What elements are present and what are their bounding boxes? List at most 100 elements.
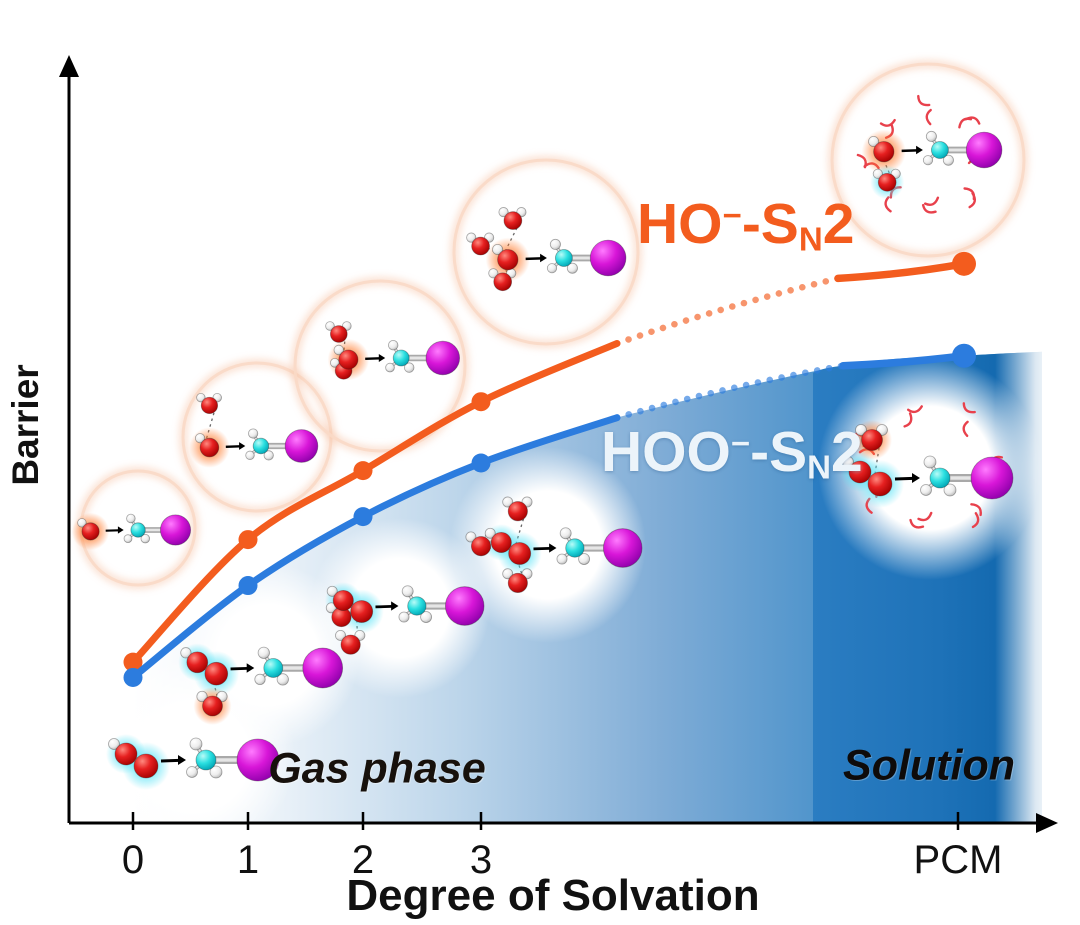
attack-arrow xyxy=(375,604,393,609)
hydroxide-oxygen-atom xyxy=(873,141,895,163)
hydrogen-atom xyxy=(276,673,289,686)
solvent-dash-icon xyxy=(917,94,931,107)
attack-arrow xyxy=(525,257,541,261)
axes xyxy=(59,55,1058,833)
water-oxygen-atom xyxy=(507,501,528,522)
attack-arrowhead xyxy=(117,526,124,534)
hydrogen-atom xyxy=(925,130,937,142)
hydrogen-atom xyxy=(498,207,509,218)
attack-arrowhead xyxy=(391,601,399,611)
peroxide-oxygen-atom xyxy=(490,531,512,553)
attack-arrow xyxy=(160,758,180,763)
hydrogen-atom xyxy=(189,737,203,751)
iodine-atom xyxy=(302,647,344,689)
molecule-cluster-HO-SN2-n3 xyxy=(466,207,627,292)
peroxide-oxygen-atom xyxy=(332,589,354,611)
peroxide-oxygen-atom xyxy=(133,753,159,779)
hydrogen-atom xyxy=(325,321,335,331)
x-tick-label-1: 1 xyxy=(236,838,260,882)
hoo-curve-point xyxy=(353,507,373,527)
hydroxide-oxygen-atom xyxy=(497,249,519,271)
x-tick-label-2: 2 xyxy=(351,838,375,882)
molecule-cluster-HOO-SN2-n3 xyxy=(465,496,643,594)
hydrogen-atom xyxy=(123,534,133,543)
series-label-ho-mid: -S xyxy=(741,192,799,256)
series-label-hoo: HOO−-SN2 xyxy=(601,419,863,487)
iodine-atom xyxy=(965,131,1003,169)
water-oxygen-atom xyxy=(340,634,361,655)
peroxide-oxygen-atom xyxy=(508,542,532,565)
attack-arrowhead xyxy=(246,663,255,673)
hydrogen-atom xyxy=(329,357,340,368)
carbon-atom xyxy=(929,467,951,489)
series-label-ho-charge: − xyxy=(722,197,742,235)
orange-ring-n3 xyxy=(452,158,640,346)
hydrogen-atom xyxy=(556,553,568,565)
ho-curve-point xyxy=(238,530,258,550)
series-label-hoo-end: 2 xyxy=(831,420,863,484)
series-label-ho-end: 2 xyxy=(822,192,855,256)
carbon-atom xyxy=(252,437,270,455)
solvent-dash-icon xyxy=(925,108,932,126)
hydrogen-atom xyxy=(546,263,558,274)
carbon-atom xyxy=(195,749,217,771)
hydrogen-atom xyxy=(465,531,477,543)
hydrogen-atom xyxy=(77,518,87,528)
hydrogen-atom xyxy=(248,428,259,439)
carbon-atom xyxy=(565,538,585,558)
ho-curve xyxy=(123,251,976,672)
carbon-atom xyxy=(555,249,573,267)
iodine-atom xyxy=(160,514,192,546)
attack-arrowhead xyxy=(378,354,386,362)
ho-curve-point xyxy=(471,392,491,412)
series-label-hoo-base: HOO xyxy=(601,420,731,484)
water-oxygen-atom xyxy=(507,572,528,594)
hydrogen-atom xyxy=(257,646,270,659)
series-label-ho-sub: N xyxy=(798,221,823,259)
hydrogen-atom xyxy=(420,611,432,623)
hoo-curve-point xyxy=(123,667,143,687)
water-oxygen-atom xyxy=(471,236,490,256)
iodine-atom xyxy=(284,429,319,463)
hydrogen-atom xyxy=(549,238,561,250)
hydrogen-atom xyxy=(922,155,934,166)
carbon-atom xyxy=(407,596,427,616)
iodine-atom xyxy=(425,340,460,376)
attack-arrow xyxy=(230,666,248,671)
hydrogen-atom xyxy=(923,455,937,469)
solvent-dash-icon xyxy=(970,503,982,517)
hydrogen-atom xyxy=(196,690,208,703)
hydrogen-atom xyxy=(466,232,477,243)
series-label-ho-base: HO xyxy=(637,192,723,256)
molecule-cluster-HOO-SN2-n0 xyxy=(106,734,280,790)
water-oxygen-atom xyxy=(861,429,883,451)
hydrogen-atom xyxy=(335,629,346,641)
peroxide-oxygen-atom xyxy=(867,471,893,497)
water-oxygen-atom xyxy=(877,172,897,192)
hydrogen-atom xyxy=(388,340,399,351)
hydrogen-atom xyxy=(401,585,414,598)
iodine-atom xyxy=(602,528,643,568)
water-oxygen-atom xyxy=(329,325,348,343)
hoo-curve-endpoint xyxy=(952,343,976,368)
series-label-ho: HO−-SN2 xyxy=(637,191,854,259)
water-oxygen-atom xyxy=(470,536,492,557)
hydrogen-atom xyxy=(502,496,514,508)
hydroxide-oxygen-atom xyxy=(199,437,220,458)
orange-ring-PCM xyxy=(830,62,1026,258)
hydrogen-atom xyxy=(943,483,957,497)
hoo-curve-point xyxy=(471,453,491,473)
solvent-dash-icon xyxy=(909,518,925,529)
water-oxygen-atom xyxy=(202,695,223,717)
molecule-cluster-HO-SN2-PCM xyxy=(856,94,1003,214)
solvent-dash-icon xyxy=(903,412,913,428)
hydroxide-oxygen-atom xyxy=(338,349,359,370)
hydrogen-atom xyxy=(209,765,223,779)
hydrogen-atom xyxy=(492,243,504,255)
hydrogen-atom xyxy=(559,527,572,540)
peroxide-oxygen-atom xyxy=(204,661,229,686)
hydrogen-atom xyxy=(180,647,192,659)
molecule-cluster-HOO-SN2-PCM xyxy=(840,402,1014,529)
